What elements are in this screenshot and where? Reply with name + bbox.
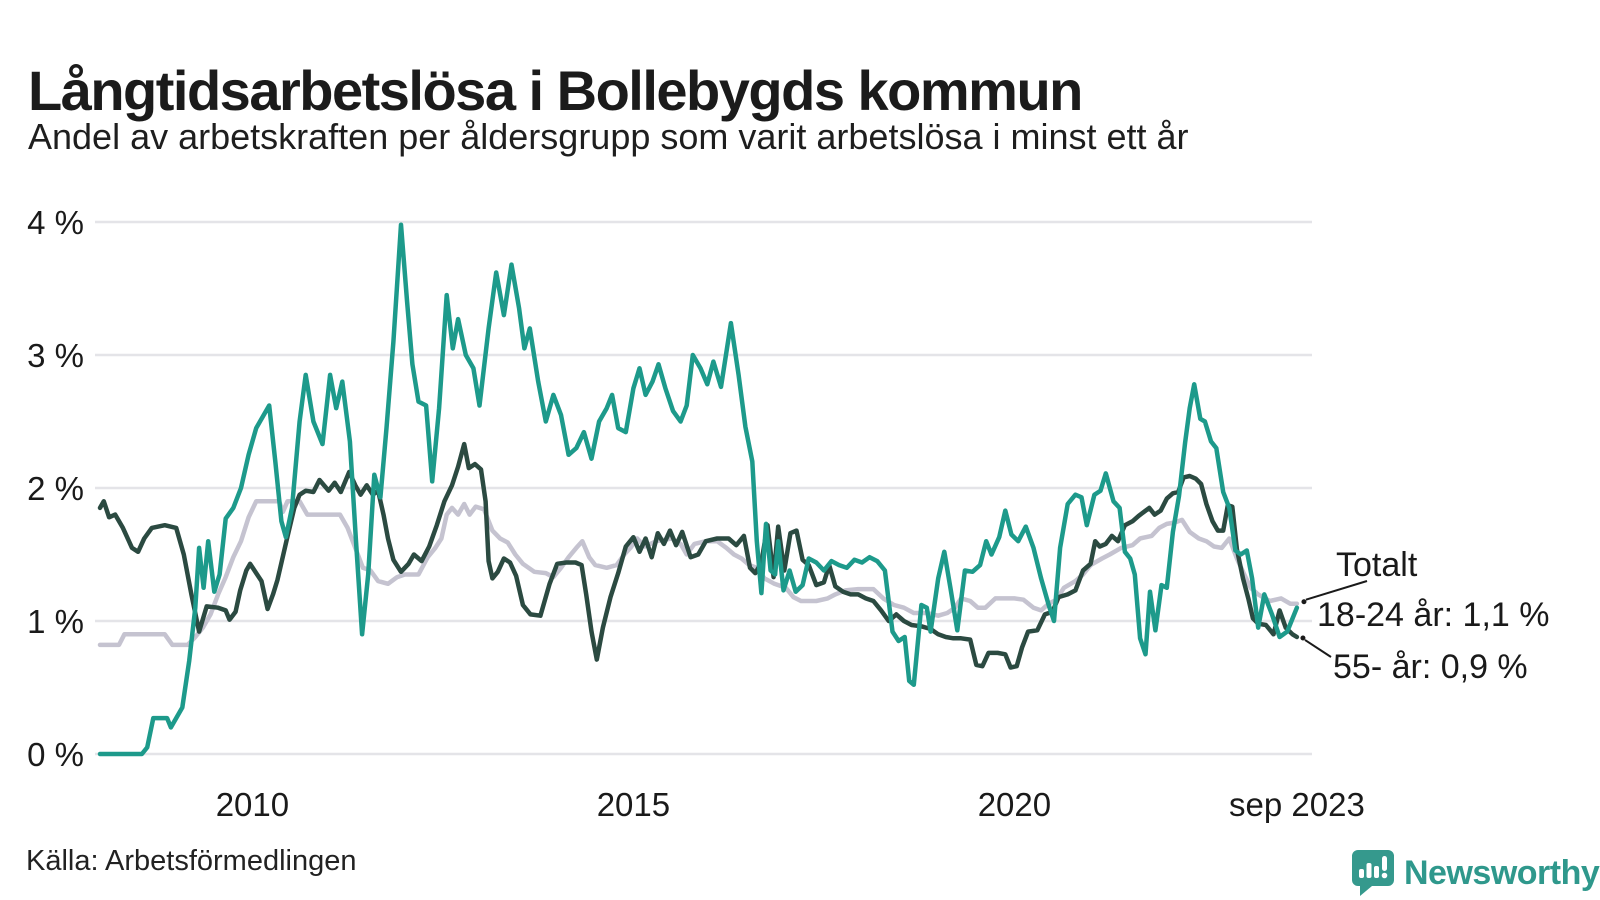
brand-name: Newsworthy bbox=[1404, 853, 1600, 892]
x-tick-label: sep 2023 bbox=[1229, 786, 1365, 823]
chart-subtitle: Andel av arbetskraften per åldersgrupp s… bbox=[28, 116, 1189, 157]
series-label-18-24: 18-24 år: 1,1 % bbox=[1317, 596, 1550, 634]
x-tick-label: 2010 bbox=[216, 786, 289, 823]
endpoint-dot-totalt bbox=[1301, 599, 1307, 605]
newsworthy-logo-icon bbox=[1352, 850, 1394, 896]
leader-line-55 bbox=[1304, 639, 1332, 658]
series-line-55-r bbox=[97, 441, 1300, 670]
leader-line-totalt bbox=[1305, 580, 1368, 601]
y-tick-label: 0 % bbox=[27, 736, 84, 773]
brand-lockup: Newsworthy bbox=[1352, 850, 1600, 896]
x-tick-label: 2020 bbox=[978, 786, 1051, 823]
source-note: Källa: Arbetsförmedlingen bbox=[26, 845, 357, 877]
series-line-18-24-r bbox=[97, 222, 1300, 757]
y-tick-label: 4 % bbox=[27, 204, 84, 241]
series-label-totalt: Totalt bbox=[1336, 546, 1418, 584]
y-tick-label: 1 % bbox=[27, 603, 84, 640]
x-tick-label: 2015 bbox=[597, 786, 670, 823]
page-title: Långtidsarbetslösa i Bollebygds kommun bbox=[28, 58, 1083, 122]
series-label-55: 55- år: 0,9 % bbox=[1333, 648, 1528, 686]
series-line-totalt bbox=[97, 499, 1300, 648]
endpoint-dot-55 bbox=[1300, 635, 1306, 641]
y-tick-label: 2 % bbox=[27, 470, 84, 507]
y-tick-label: 3 % bbox=[27, 337, 84, 374]
